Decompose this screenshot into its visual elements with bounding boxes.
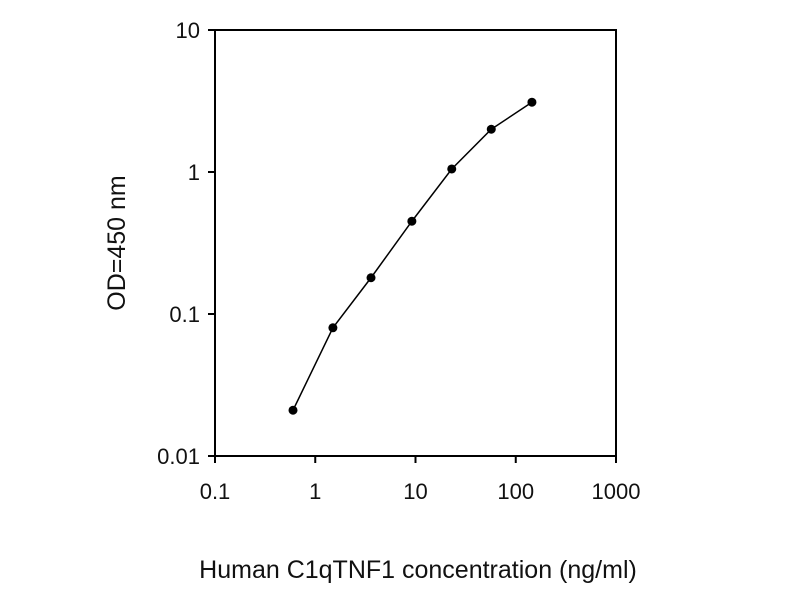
x-tick-label: 1000 — [592, 479, 641, 504]
plot-area — [214, 29, 617, 457]
y-tick-label: 10 — [176, 18, 200, 43]
x-tick-label: 100 — [497, 479, 534, 504]
data-point — [527, 97, 537, 107]
data-point — [366, 273, 376, 283]
x-axis-title: Human C1qTNF1 concentration (ng/ml) — [199, 556, 637, 584]
y-tick-label: 0.01 — [157, 444, 200, 469]
series-points — [288, 97, 537, 415]
data-point — [288, 405, 298, 415]
x-tick-label: 1 — [309, 479, 321, 504]
y-axis-title: OD=450 nm — [103, 175, 131, 311]
y-axis: 0.01 0.1 1 10 — [157, 18, 215, 469]
x-axis: 0.1 1 10 100 1000 — [200, 456, 641, 504]
x-tick-label: 10 — [403, 479, 427, 504]
data-point — [486, 124, 496, 134]
data-point — [407, 216, 417, 226]
y-tick-label: 0.1 — [169, 302, 200, 327]
x-tick-label: 0.1 — [200, 479, 231, 504]
y-tick-label: 1 — [188, 160, 200, 185]
data-point — [447, 164, 457, 174]
data-point — [328, 323, 338, 333]
